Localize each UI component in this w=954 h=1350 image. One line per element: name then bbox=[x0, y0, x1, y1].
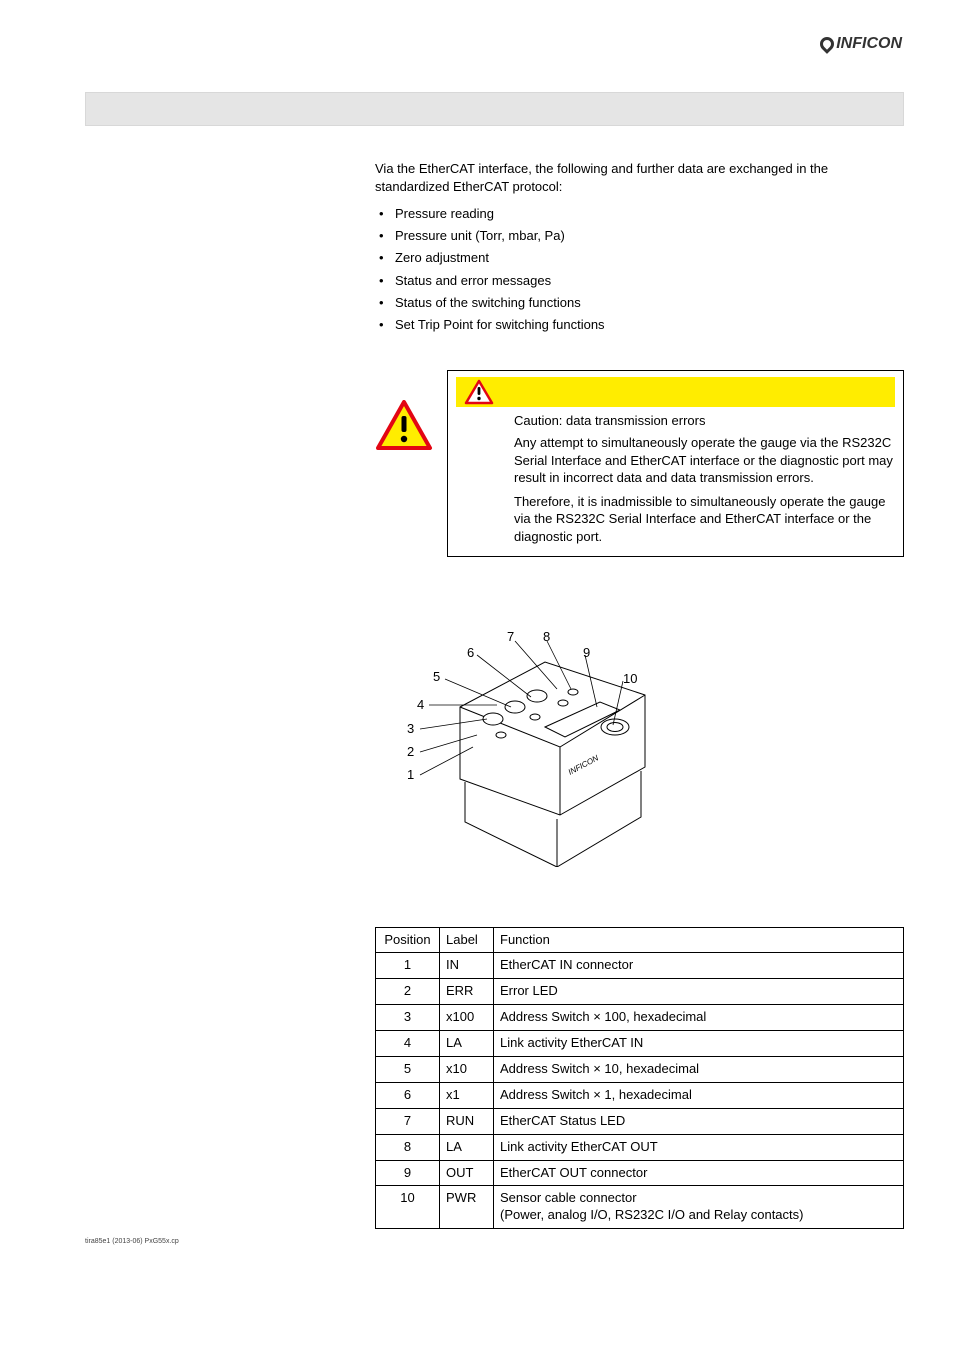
main-content: Via the EtherCAT interface, the followin… bbox=[375, 160, 904, 1229]
cell-function: EtherCAT OUT connector bbox=[494, 1160, 904, 1186]
feature-list: Pressure reading Pressure unit (Torr, mb… bbox=[375, 205, 904, 334]
cell-position: 7 bbox=[376, 1108, 440, 1134]
caution-callout: Caution: data transmission errors Any at… bbox=[375, 370, 904, 556]
page-footer: tira85e1 (2013-06) PxG55x.cp bbox=[85, 1238, 179, 1245]
caution-paragraph: Therefore, it is inadmissible to simulta… bbox=[514, 493, 895, 546]
brand-logo: INFICON bbox=[820, 35, 902, 53]
caution-paragraph: Any attempt to simultaneously operate th… bbox=[514, 434, 895, 487]
warning-triangle-large-icon bbox=[375, 400, 439, 455]
table-row: 9OUTEtherCAT OUT connector bbox=[376, 1160, 904, 1186]
diagram-label: 6 bbox=[467, 645, 474, 660]
cell-label: OUT bbox=[440, 1160, 494, 1186]
position-table: Position Label Function 1INEtherCAT IN c… bbox=[375, 927, 904, 1230]
table-row: 7RUNEtherCAT Status LED bbox=[376, 1108, 904, 1134]
table-header-row: Position Label Function bbox=[376, 927, 904, 953]
table-header: Position bbox=[376, 927, 440, 953]
cell-label: ERR bbox=[440, 979, 494, 1005]
intro-paragraph: Via the EtherCAT interface, the followin… bbox=[375, 160, 904, 195]
page: INFICON Via the EtherCAT interface, the … bbox=[0, 0, 954, 1269]
list-item: Pressure unit (Torr, mbar, Pa) bbox=[375, 227, 904, 245]
cell-function: Sensor cable connector (Power, analog I/… bbox=[494, 1186, 904, 1229]
table-header: Label bbox=[440, 927, 494, 953]
cell-position: 2 bbox=[376, 979, 440, 1005]
table-row: 5x10Address Switch × 10, hexadecimal bbox=[376, 1056, 904, 1082]
cell-label: LA bbox=[440, 1134, 494, 1160]
logo-mark-icon bbox=[817, 34, 837, 54]
cell-function: Address Switch × 10, hexadecimal bbox=[494, 1056, 904, 1082]
caution-box: Caution: data transmission errors Any at… bbox=[447, 370, 904, 556]
diagram-label: 8 bbox=[543, 629, 550, 644]
table-row: 1INEtherCAT IN connector bbox=[376, 953, 904, 979]
table-row: 2ERRError LED bbox=[376, 979, 904, 1005]
diagram-label: 5 bbox=[433, 669, 440, 684]
diagram-label: 9 bbox=[583, 645, 590, 660]
diagram-label: 3 bbox=[407, 721, 414, 736]
cell-label: IN bbox=[440, 953, 494, 979]
cell-position: 6 bbox=[376, 1082, 440, 1108]
caution-title: Caution: data transmission errors bbox=[514, 413, 895, 428]
connector-table: Position Label Function 1INEtherCAT IN c… bbox=[375, 927, 904, 1230]
cell-label: x100 bbox=[440, 1005, 494, 1031]
warning-triangle-small-icon bbox=[464, 379, 494, 408]
diagram-label: 2 bbox=[407, 744, 414, 759]
cell-position: 3 bbox=[376, 1005, 440, 1031]
diagram-label: 4 bbox=[417, 697, 424, 712]
cell-position: 5 bbox=[376, 1056, 440, 1082]
gauge-connector-diagram: INFICON 1 2 3 4 bbox=[375, 607, 904, 887]
table-header: Function bbox=[494, 927, 904, 953]
caution-yellow-bar bbox=[456, 377, 895, 407]
cell-position: 1 bbox=[376, 953, 440, 979]
cell-label: LA bbox=[440, 1031, 494, 1057]
cell-position: 4 bbox=[376, 1031, 440, 1057]
cell-function: Address Switch × 100, hexadecimal bbox=[494, 1005, 904, 1031]
table-row: 8LALink activity EtherCAT OUT bbox=[376, 1134, 904, 1160]
list-item: Pressure reading bbox=[375, 205, 904, 223]
table-row: 6x1Address Switch × 1, hexadecimal bbox=[376, 1082, 904, 1108]
cell-position: 9 bbox=[376, 1160, 440, 1186]
table-row: 3x100Address Switch × 100, hexadecimal bbox=[376, 1005, 904, 1031]
diagram-label: 10 bbox=[623, 671, 637, 686]
cell-function: Error LED bbox=[494, 979, 904, 1005]
table-row: 10PWRSensor cable connector (Power, anal… bbox=[376, 1186, 904, 1229]
list-item: Status of the switching functions bbox=[375, 294, 904, 312]
cell-label: RUN bbox=[440, 1108, 494, 1134]
cell-label: x1 bbox=[440, 1082, 494, 1108]
table-row: 4LALink activity EtherCAT IN bbox=[376, 1031, 904, 1057]
list-item: Set Trip Point for switching functions bbox=[375, 316, 904, 334]
diagram-label: 1 bbox=[407, 767, 414, 782]
cell-function: EtherCAT IN connector bbox=[494, 953, 904, 979]
cell-position: 10 bbox=[376, 1186, 440, 1229]
diagram-label: 7 bbox=[507, 629, 514, 644]
cell-function: EtherCAT Status LED bbox=[494, 1108, 904, 1134]
cell-label: x10 bbox=[440, 1056, 494, 1082]
cell-function: Link activity EtherCAT OUT bbox=[494, 1134, 904, 1160]
list-item: Status and error messages bbox=[375, 272, 904, 290]
cell-function: Link activity EtherCAT IN bbox=[494, 1031, 904, 1057]
cell-function: Address Switch × 1, hexadecimal bbox=[494, 1082, 904, 1108]
cell-label: PWR bbox=[440, 1186, 494, 1229]
cell-position: 8 bbox=[376, 1134, 440, 1160]
diagram-leader-lines bbox=[415, 607, 675, 867]
list-item: Zero adjustment bbox=[375, 249, 904, 267]
section-header-bar bbox=[85, 92, 904, 126]
brand-text: INFICON bbox=[836, 35, 902, 52]
